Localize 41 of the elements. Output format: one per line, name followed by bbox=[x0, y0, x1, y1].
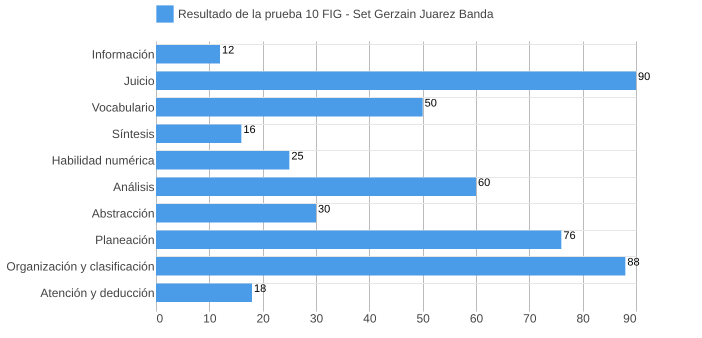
data-label: 18 bbox=[254, 282, 266, 295]
bar bbox=[156, 71, 636, 90]
bar bbox=[156, 124, 242, 144]
bar bbox=[156, 283, 252, 302]
data-label: 16 bbox=[243, 124, 256, 136]
x-tick-label: 30 bbox=[310, 312, 324, 326]
y-tick-label: Información bbox=[92, 47, 154, 62]
bar bbox=[156, 204, 316, 223]
x-tick-label: 50 bbox=[416, 312, 430, 326]
x-tick-label: 40 bbox=[363, 312, 377, 326]
data-label: 50 bbox=[424, 97, 437, 110]
data-label: 88 bbox=[627, 256, 640, 268]
y-tick-label: Planeación bbox=[95, 232, 154, 247]
y-tick-label: Juicio bbox=[124, 74, 155, 88]
y-tick-label: Habilidad numérica bbox=[52, 153, 155, 168]
y-tick-label: Atención y deducción bbox=[40, 286, 154, 300]
data-label: 76 bbox=[563, 230, 576, 242]
data-label: 25 bbox=[291, 150, 304, 162]
bar bbox=[156, 98, 423, 117]
data-label: 30 bbox=[318, 203, 330, 216]
bar bbox=[156, 177, 476, 196]
bar bbox=[156, 230, 562, 250]
bar bbox=[156, 44, 220, 64]
bar bbox=[156, 150, 290, 170]
y-tick-label: Análisis bbox=[113, 180, 154, 194]
x-tick-label: 70 bbox=[523, 312, 537, 326]
y-tick-label: Abstracción bbox=[92, 206, 154, 220]
data-label: 12 bbox=[222, 44, 234, 56]
x-tick-label: 80 bbox=[576, 312, 590, 326]
data-label: 60 bbox=[478, 176, 490, 189]
y-tick-label: Síntesis bbox=[112, 126, 154, 141]
x-tick-label: 60 bbox=[470, 312, 484, 326]
data-label: 90 bbox=[638, 70, 650, 83]
x-tick-label: 90 bbox=[623, 312, 637, 326]
x-tick-label: 10 bbox=[203, 312, 217, 326]
y-tick-label: Organización y clasificación bbox=[6, 259, 154, 274]
x-tick-label: 0 bbox=[156, 312, 164, 326]
x-tick-label: 20 bbox=[256, 312, 270, 326]
legend-label: Resultado de la prueba 10 FIG - Set Gerzain Juarez Banda bbox=[178, 7, 494, 21]
bar bbox=[156, 256, 626, 276]
y-tick-label: Vocabulario bbox=[92, 100, 155, 114]
